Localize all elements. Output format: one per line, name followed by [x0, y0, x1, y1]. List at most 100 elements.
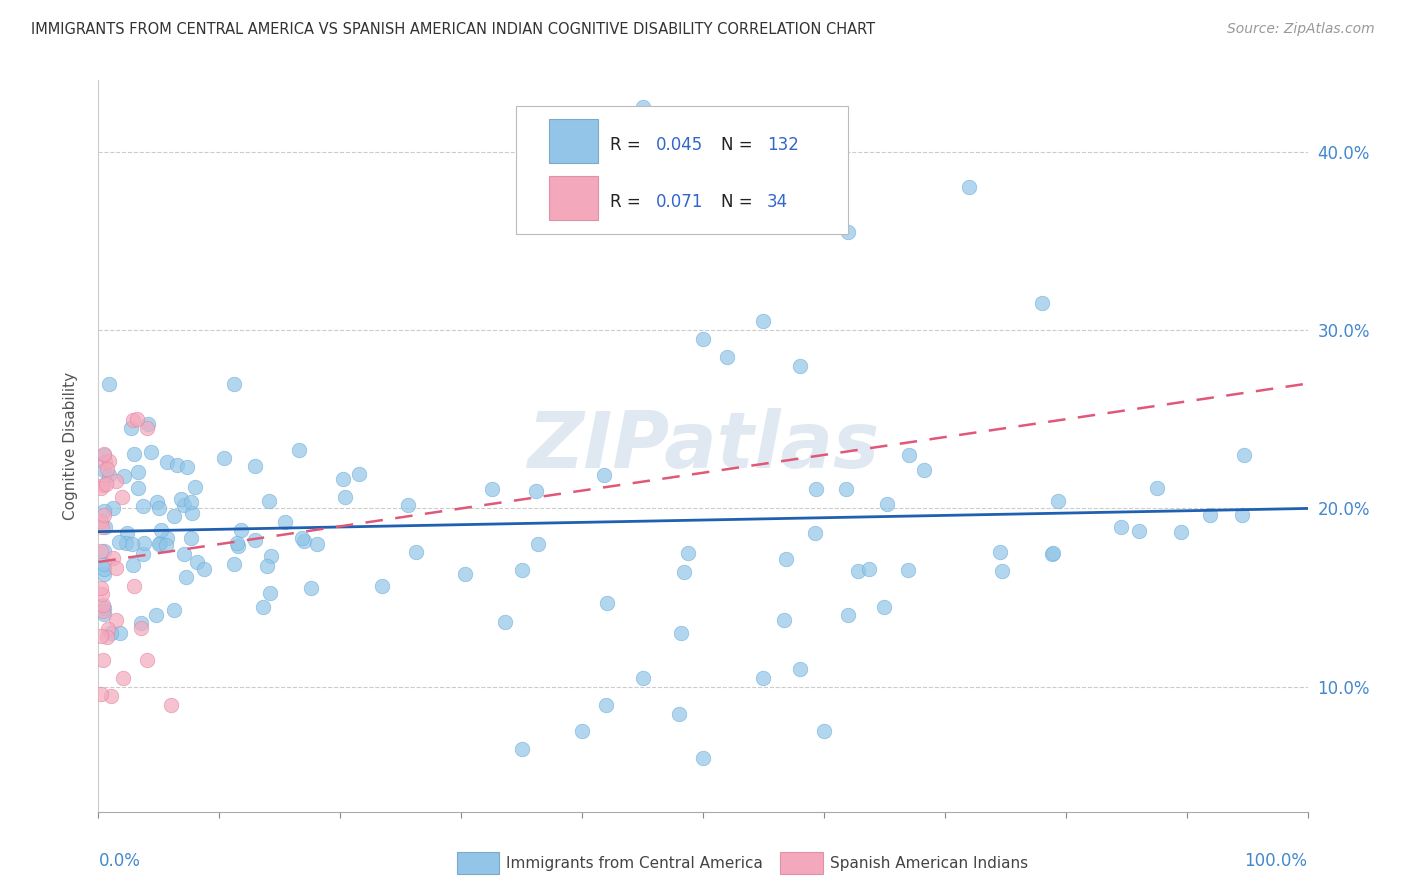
Point [180, 531, 202, 545]
Point [396, 498, 419, 512]
Point [120, 420, 142, 434]
Point [716, 350, 738, 364]
Point [170, 491, 193, 506]
Point [834, 482, 856, 496]
Point [110, 626, 132, 640]
Text: N =: N = [721, 136, 758, 154]
Point [260, 549, 283, 563]
Point [669, 626, 692, 640]
Point [299, 581, 322, 595]
Point [307, 537, 329, 551]
Point [596, 596, 619, 610]
FancyBboxPatch shape [550, 120, 598, 163]
Point [94, 520, 117, 534]
Point [347, 467, 370, 482]
Point [858, 562, 880, 576]
Point [93, 504, 115, 518]
Point [957, 180, 980, 194]
Point [132, 547, 155, 561]
FancyBboxPatch shape [550, 176, 598, 220]
Point [1233, 448, 1256, 462]
Point [90, 629, 112, 643]
Point [91, 604, 114, 618]
Point [481, 482, 503, 496]
Point [184, 480, 207, 494]
Point [111, 490, 134, 504]
Point [226, 539, 249, 553]
Point [104, 613, 127, 627]
Point [93, 598, 115, 612]
Point [1109, 520, 1132, 534]
Point [93, 607, 115, 621]
Point [93, 447, 115, 461]
Point [127, 481, 149, 495]
Point [107, 535, 129, 549]
Point [668, 706, 690, 721]
Point [129, 622, 152, 636]
Point [94, 455, 117, 469]
Point [333, 490, 356, 504]
Point [789, 662, 811, 676]
Point [94, 477, 117, 491]
Point [93, 448, 115, 462]
Point [122, 447, 145, 461]
Point [136, 417, 159, 431]
Point [1230, 508, 1253, 522]
Point [290, 531, 312, 545]
Point [90, 520, 112, 534]
Point [692, 751, 714, 765]
Point [292, 534, 315, 549]
Point [93, 462, 115, 476]
Point [775, 551, 797, 566]
Point [526, 536, 548, 550]
Point [274, 515, 297, 529]
Point [97, 376, 120, 391]
Text: 132: 132 [768, 136, 799, 154]
Point [1146, 481, 1168, 495]
Point [96, 461, 118, 475]
Point [101, 551, 124, 566]
Point [454, 566, 477, 581]
Y-axis label: Cognitive Disability: Cognitive Disability [63, 372, 77, 520]
Point [224, 376, 246, 391]
Point [876, 497, 898, 511]
Text: R =: R = [610, 193, 645, 211]
Point [122, 413, 145, 427]
Point [180, 494, 202, 508]
Point [595, 698, 617, 712]
Point [176, 459, 198, 474]
Point [132, 535, 155, 549]
Point [773, 613, 796, 627]
Point [111, 671, 134, 685]
Point [149, 535, 172, 549]
Point [145, 607, 167, 622]
Point [288, 443, 311, 458]
Point [837, 608, 859, 623]
Point [93, 652, 115, 666]
Point [212, 451, 235, 466]
Point [571, 724, 593, 739]
Point [229, 523, 252, 537]
Point [173, 547, 195, 561]
Point [524, 484, 547, 499]
Point [991, 564, 1014, 578]
Text: 34: 34 [768, 193, 789, 211]
Point [259, 586, 281, 600]
Point [789, 359, 811, 373]
Point [243, 533, 266, 547]
Point [988, 544, 1011, 558]
Point [1199, 508, 1222, 523]
Point [692, 332, 714, 346]
Point [256, 559, 278, 574]
Point [90, 544, 112, 558]
Point [592, 468, 614, 483]
Point [257, 493, 280, 508]
Point [1170, 524, 1192, 539]
Point [135, 653, 157, 667]
Point [226, 536, 249, 550]
Point [180, 506, 202, 520]
FancyBboxPatch shape [516, 106, 848, 234]
Text: Immigrants from Central America: Immigrants from Central America [506, 856, 763, 871]
Point [1042, 546, 1064, 560]
Point [98, 468, 121, 483]
